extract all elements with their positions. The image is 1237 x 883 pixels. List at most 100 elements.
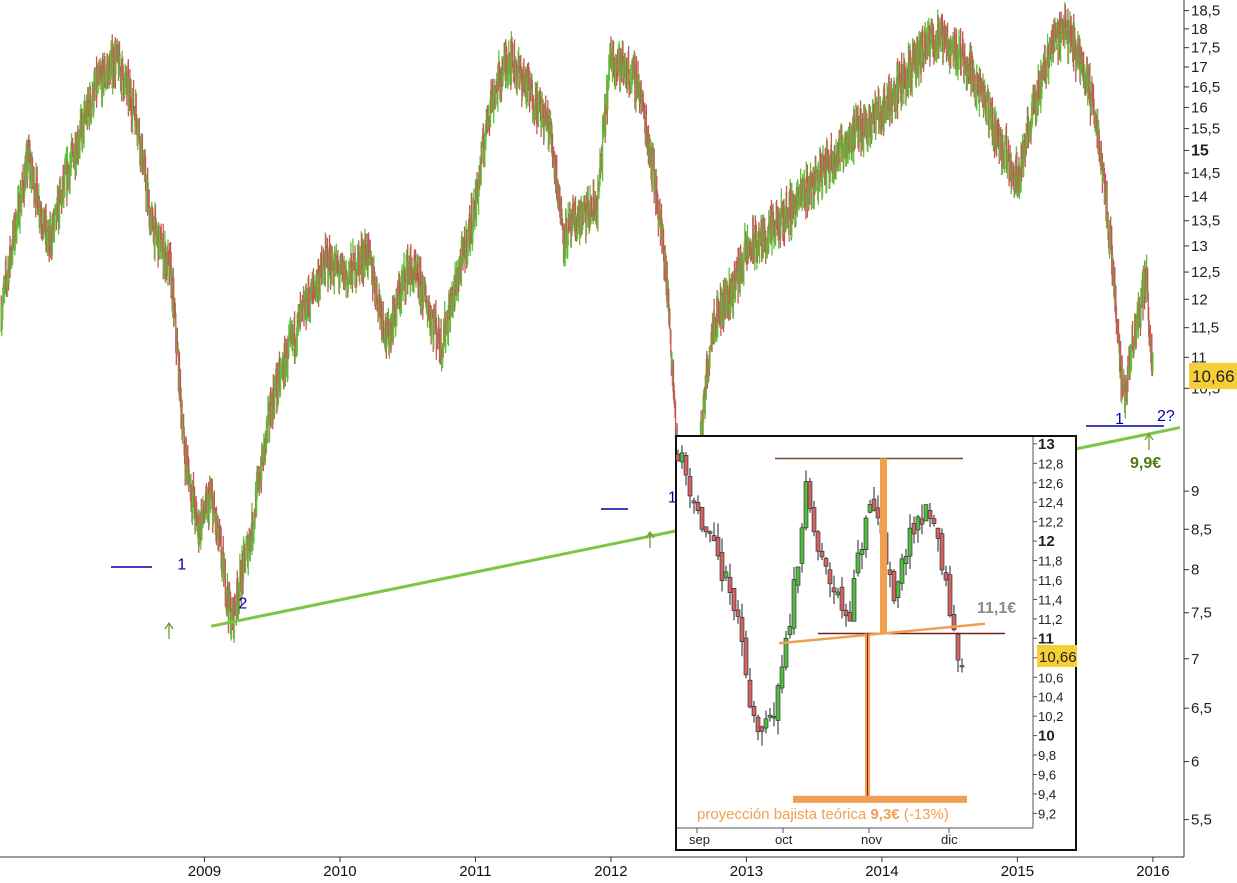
price-tick-label: 18,5 [1191,3,1220,20]
price-tick-label: 6 [1191,754,1199,771]
inset-candle-body [815,531,821,552]
price-tick-label: 12 [1191,291,1208,308]
inset-price-tick-label: 9,4 [1038,787,1056,802]
inset-candle-body [959,665,965,668]
inset-candle-body [787,626,793,636]
inset-candle-body [827,569,833,585]
inset-price-tick-label: 11,6 [1038,573,1062,588]
low-arrow-2009 [164,621,174,639]
inset-candle-body [923,504,929,522]
inset-price-tick-label: 10,4 [1038,690,1063,705]
inset-price-tick-label: 13 [1038,436,1055,453]
inset-price-tick-label: 12,6 [1038,476,1063,491]
price-tick-label: 7,5 [1191,605,1212,622]
inset-candle-body [803,481,809,529]
inset-candle-body [683,455,689,476]
inset-pattern-overlay [775,457,1005,803]
price-tick-label: 8,5 [1191,521,1212,538]
price-tick-label: 17,5 [1191,40,1220,57]
inset-candle-body [703,526,709,533]
projection-note-value: 9,3€ [870,806,900,823]
price-tick-label: 11,5 [1191,320,1219,337]
time-axis: 2009 2010 2011 2012 2013 2014 2015 2016 [188,857,1170,880]
year-tick-label: 2016 [1136,863,1169,880]
inset-candle-body [723,571,729,578]
inset-candle-body [843,609,849,617]
inset-candle-body [795,566,801,586]
inset-candle-body [911,523,917,535]
inset-candle-body [891,571,897,602]
projection-note-pct: (-13%) [900,806,949,823]
inset-candle-body [755,716,761,733]
inset-candle-body [719,552,725,582]
price-axis: 5,566,577,588,5910,51111,51212,51313,514… [1184,3,1220,829]
price-tick-label: 15 [1191,142,1209,159]
inset-candle-body [675,453,681,462]
inset-daily-chart: 9,29,49,69,81010,210,410,610,81111,211,4… [675,435,1077,851]
inset-candle-body [819,550,825,558]
low-arrow-2012 [645,530,655,548]
inset-price-tick-label: 10 [1038,728,1055,745]
inset-candle-body [915,516,921,531]
pattern-height-bar [880,458,887,634]
inset-candle-body [775,685,781,721]
inset-candle-body [679,452,685,463]
inset-candle-body [907,527,913,557]
inset-price-tick-label: 10,2 [1038,709,1063,724]
wave-label: 2 [238,595,247,612]
year-tick-label: 2013 [730,863,763,880]
inset-candle-body [707,531,713,534]
inset-price-tick-label: 9,2 [1038,806,1056,821]
year-tick-label: 2015 [1001,863,1034,880]
inset-price-axis: 9,29,49,69,81010,210,410,610,81111,211,4… [1033,436,1063,821]
projection-target-bar [793,795,967,803]
wave-label: 1 [1115,411,1124,428]
inset-price-tick-label: 11 [1038,630,1054,647]
price-tick-label: 18 [1191,21,1208,38]
inset-candle-body [695,502,701,511]
inset-candle-body [807,481,813,510]
price-tick-label: 16,5 [1191,79,1220,96]
inset-candle-body [811,507,817,533]
year-tick-label: 2012 [594,863,627,880]
price-tick-label: 16 [1191,99,1208,116]
inset-candle-body [927,510,933,519]
price-tick-label: 8 [1191,562,1199,579]
inset-candle-body [863,517,869,550]
inset-price-tick-label: 12,8 [1038,456,1063,471]
inset-candle-body [951,614,957,631]
price-tick-label: 6,5 [1191,700,1212,717]
inset-candle-body [871,498,877,511]
inset-candle-body [759,726,765,732]
projection-note-prefix: proyección bajista teórica [697,806,870,823]
inset-price-tick-label: 11,4 [1038,592,1062,607]
price-tick-label: 17 [1191,59,1208,76]
price-tick-label: 14 [1191,188,1208,205]
target-price-label: 9,9€ [1130,455,1161,472]
inset-price-tick-label: 12,2 [1038,515,1063,530]
inset-candle-body [887,569,893,575]
inset-candle-body [763,718,769,729]
wave-label: 1 [668,489,677,506]
inset-month-tick-label: sep [689,832,710,847]
inset-candle-body [739,616,745,642]
inset-candle-body [899,558,905,584]
inset-price-tick-label: 11,8 [1038,554,1062,569]
price-tick-label: 7 [1191,651,1199,668]
inset-last-price-value: 10,66 [1039,649,1077,666]
inset-candle-body [839,586,845,611]
inset-candle-body [747,679,753,708]
inset-candle-body [743,637,749,676]
inset-candle-body [867,504,873,513]
inset-candle-body [823,558,829,567]
inset-candle-body [855,552,861,574]
low-arrow-2015 [1144,432,1154,450]
inset-candle-body [835,591,841,596]
year-tick-label: 2011 [459,863,491,880]
price-tick-label: 9 [1191,483,1199,500]
inset-candle-body [779,666,785,689]
inset-candle-body [691,500,697,504]
inset-candle-body [847,612,853,622]
inset-price-tick-label: 9,8 [1038,748,1056,763]
